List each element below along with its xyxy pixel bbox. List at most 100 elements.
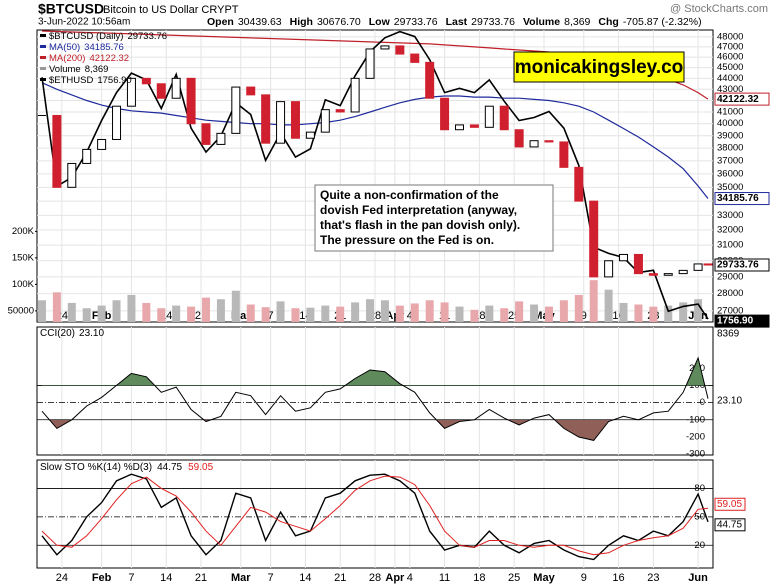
legend-swatch — [40, 56, 46, 59]
y-tick-label: 46000 — [717, 52, 743, 63]
annotation-line: Quite a non-confirmation of the — [320, 188, 499, 202]
y-tick-label: 39000 — [717, 130, 743, 141]
sto-value-label: 44.75 — [717, 519, 742, 530]
candle — [589, 200, 599, 278]
plot-group — [37, 30, 713, 322]
candle — [455, 124, 464, 131]
candle — [171, 77, 181, 99]
value-box — [714, 497, 746, 511]
price-label-box — [714, 258, 770, 272]
y-tick-label: 41000 — [717, 106, 743, 117]
y-tick-label: 100 — [689, 380, 705, 391]
candle — [380, 45, 390, 50]
candle — [82, 148, 92, 164]
legend-value: 1756.90 — [97, 75, 131, 86]
legend-entry: Volume 8,369 — [49, 64, 108, 75]
stat-value: 30439.63 — [238, 16, 282, 28]
ma50-label-box — [714, 192, 770, 206]
candle — [499, 105, 509, 131]
x-tick-label: 9 — [581, 310, 587, 322]
ma50-line — [41, 82, 709, 199]
legend-entry: $ETHUSD 1756.90 — [49, 75, 132, 86]
candle — [126, 77, 136, 107]
volume-bar — [67, 302, 76, 322]
date: 3-Jun-2022 10:56am — [38, 17, 130, 28]
symbol: $BTCUSD — [38, 1, 104, 17]
candle — [559, 141, 569, 168]
candle — [395, 45, 405, 55]
candle — [663, 273, 673, 276]
ma50-label: 34185.76 — [717, 193, 759, 204]
candle — [529, 140, 539, 148]
x-tick-label: 9 — [581, 572, 587, 584]
volume-bar — [187, 306, 196, 322]
legend-value: 29733.76 — [127, 31, 167, 42]
candle — [97, 138, 107, 150]
x-tick-label: 23 — [647, 572, 659, 584]
candle — [290, 101, 300, 139]
eth-label: 1756.90 — [717, 316, 754, 327]
candle — [440, 97, 450, 131]
y-tick-label: 38000 — [717, 143, 743, 154]
candle — [604, 260, 614, 278]
plot-group — [61, 460, 699, 568]
candle — [633, 253, 643, 275]
legend-value: 42122.32 — [89, 53, 129, 64]
x-tick-label: 7 — [268, 310, 274, 322]
candle — [216, 132, 226, 145]
source: @ StockCharts.com — [670, 3, 768, 15]
annotation-line: The pressure on the Fed is on. — [320, 233, 494, 247]
legend-entry: MA(200) 42122.32 — [49, 53, 129, 64]
candle — [156, 83, 166, 99]
stat-label: High — [290, 16, 313, 28]
volume-bar — [306, 307, 315, 322]
y-tick-label: 0 — [700, 397, 705, 408]
legend-swatch — [40, 45, 46, 48]
legend-entry: $BTCUSD (Daily) 29733.76 — [49, 31, 167, 42]
y-tick-label: 28000 — [717, 288, 743, 299]
y-tick-label: 45000 — [717, 62, 743, 73]
stat-value: 8,369 — [564, 16, 590, 28]
legend-value: 59.05 — [188, 462, 213, 473]
x-tick-label: 4 — [407, 572, 413, 584]
legend-name: Volume — [49, 64, 81, 75]
y-tick-label: 48000 — [717, 31, 743, 42]
candle — [619, 253, 629, 262]
legend-name: CCI(20) — [40, 328, 75, 339]
sto-line — [41, 475, 709, 556]
panel-legend: CCI(20) 23.10 — [40, 328, 104, 339]
x-tick-label: 28 — [369, 572, 381, 584]
volume-bar — [604, 289, 613, 322]
volume-bar — [276, 301, 285, 322]
volume-bar — [366, 299, 375, 322]
sto-line — [41, 473, 709, 561]
y-tick-label: 20 — [694, 540, 705, 551]
plot-group — [41, 356, 709, 441]
volume-bar — [142, 302, 151, 322]
candle — [335, 109, 345, 113]
candle — [112, 105, 122, 140]
candle — [693, 263, 703, 271]
candle — [514, 129, 524, 148]
candle — [186, 77, 196, 125]
candle — [425, 61, 435, 99]
legend-swatch — [40, 34, 46, 37]
candle — [231, 86, 241, 134]
stat-value: 30676.70 — [317, 16, 361, 28]
legend-swatch — [40, 78, 46, 81]
volume-bar — [380, 300, 389, 322]
volume-bar — [574, 294, 583, 322]
volume-bar — [112, 300, 121, 322]
stat-label: Last — [446, 16, 468, 28]
x-tick-label: May — [533, 572, 555, 584]
volume-bar — [544, 306, 553, 322]
volume-bar — [336, 306, 345, 322]
stats: Open 30439.63 High 30676.70 Low 29733.76 Last 2… — [207, 16, 702, 28]
plot-group — [41, 357, 709, 386]
candle — [574, 166, 584, 202]
x-tick-label: Apr — [385, 572, 405, 584]
x-tick-label: 7 — [268, 572, 274, 584]
plot-group — [41, 473, 709, 561]
x-tick-label: Mar — [231, 572, 251, 584]
